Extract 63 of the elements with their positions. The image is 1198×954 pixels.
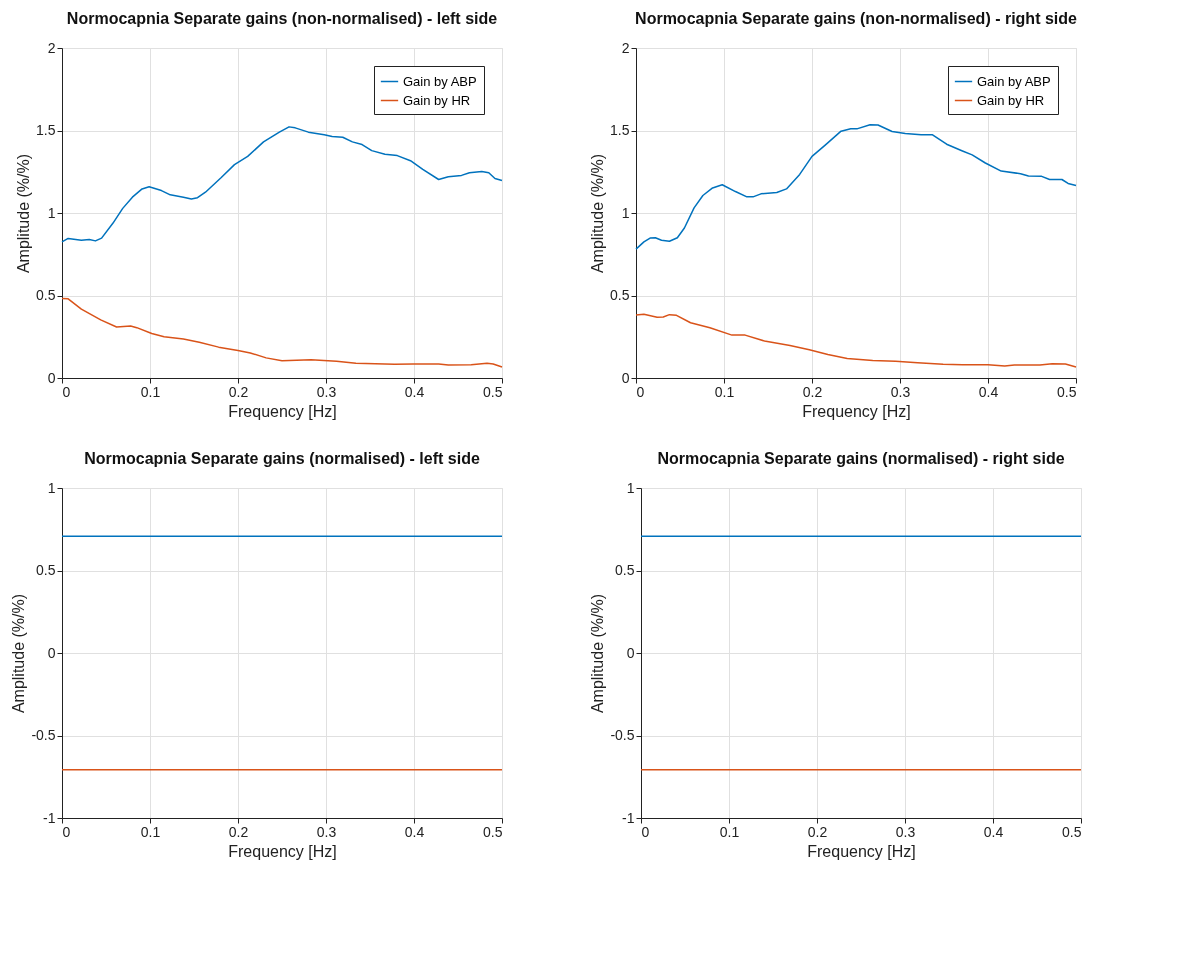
legend-label: Gain by ABP xyxy=(977,73,1051,89)
x-axis-title: Frequency [Hz] xyxy=(802,402,911,420)
x-tick-label: 0.1 xyxy=(719,823,740,840)
y-tick-label: -1 xyxy=(43,809,56,826)
chart-title: Normocapnia Separate gains (non-normalised) - left side xyxy=(66,10,498,27)
legend-label: Gain by HR xyxy=(403,92,471,108)
x-tick-label: 0.3 xyxy=(890,383,911,400)
x-tick-label: 0.4 xyxy=(983,823,1004,840)
legend-label: Gain by HR xyxy=(977,92,1045,108)
y-tick-label: 1.5 xyxy=(610,122,630,138)
x-tick-label: 0.5 xyxy=(483,383,503,400)
y-tick-label: 1 xyxy=(626,479,635,496)
y-tick-label: 1 xyxy=(47,479,56,496)
y-tick-label: 0 xyxy=(47,644,56,661)
x-tick-label: 0.1 xyxy=(714,383,735,400)
y-tick-label: 0 xyxy=(621,369,630,386)
x-tick-label: 0.5 xyxy=(483,823,503,840)
y-tick-label: -0.5 xyxy=(31,727,56,743)
y-tick-label: -1 xyxy=(622,809,635,826)
x-tick-label: 0.3 xyxy=(316,823,337,840)
chart-title: Normocapnia Separate gains (non-normalised) - right side xyxy=(635,10,1078,27)
x-tick-label: 0 xyxy=(62,383,71,400)
y-tick-label: 0.5 xyxy=(36,287,56,303)
y-tick-label: 1 xyxy=(621,204,630,221)
y-tick-label: 1 xyxy=(47,204,56,221)
chart-title: Normocapnia Separate gains (normalised) - left side xyxy=(84,450,480,467)
y-tick-label: 0 xyxy=(47,369,56,386)
x-tick-label: 0.2 xyxy=(802,383,823,400)
y-tick-label: 2 xyxy=(621,39,630,56)
x-tick-label: 0.5 xyxy=(1062,823,1082,840)
line-series xyxy=(61,297,503,368)
line-series xyxy=(635,313,1077,368)
x-tick-label: 0.4 xyxy=(404,823,425,840)
x-tick-label: 0.4 xyxy=(404,383,425,400)
x-tick-label: 0.1 xyxy=(140,823,161,840)
chart-title: Normocapnia Separate gains (normalised) - right side xyxy=(657,450,1065,467)
x-tick-label: 0.2 xyxy=(228,823,249,840)
y-tick-label: 0.5 xyxy=(36,562,56,578)
line-series xyxy=(61,126,503,243)
x-tick-label: 0.1 xyxy=(140,383,161,400)
x-axis-title: Frequency [Hz] xyxy=(228,402,337,420)
x-tick-label: 0 xyxy=(641,823,650,840)
x-tick-label: 0.5 xyxy=(1057,383,1077,400)
y-tick-label: -0.5 xyxy=(610,727,635,743)
y-axis-title: Amplitude (%/%) xyxy=(589,593,607,714)
x-tick-label: 0 xyxy=(62,823,71,840)
y-tick-label: 1.5 xyxy=(36,122,56,138)
x-tick-label: 0.2 xyxy=(228,383,249,400)
x-tick-label: 0.3 xyxy=(316,383,337,400)
y-tick-label: 0.5 xyxy=(610,287,630,303)
line-series xyxy=(635,123,1077,250)
x-tick-label: 0.4 xyxy=(978,383,999,400)
y-tick-label: 0 xyxy=(626,644,635,661)
x-axis-title: Frequency [Hz] xyxy=(228,842,337,860)
y-tick-label: 2 xyxy=(47,39,56,56)
y-axis-title: Amplitude (%/%) xyxy=(10,593,28,714)
y-tick-label: 0.5 xyxy=(615,562,635,578)
x-axis-title: Frequency [Hz] xyxy=(807,842,916,860)
legend-label: Gain by ABP xyxy=(403,73,477,89)
y-axis-title: Amplitude (%/%) xyxy=(15,153,33,274)
x-tick-label: 0.2 xyxy=(807,823,828,840)
x-tick-label: 0.3 xyxy=(895,823,916,840)
y-axis-title: Amplitude (%/%) xyxy=(589,153,607,274)
